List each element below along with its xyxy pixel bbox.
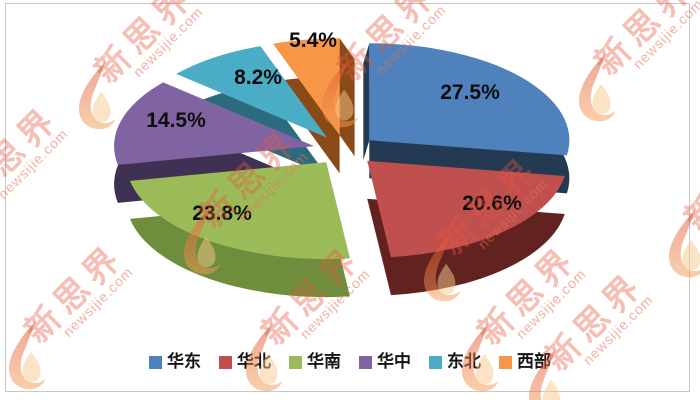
pie-slice-1 [367,160,565,258]
data-label: 27.5% [440,81,500,104]
legend: 华东 华北 华南 华中 东北 西部 [0,352,700,372]
legend-item-2: 华南 [289,352,341,372]
legend-label: 东北 [447,352,481,371]
data-label: 14.5% [146,109,206,132]
legend-label: 华东 [167,352,201,371]
legend-swatch [359,355,372,369]
pie-slice-2 [130,162,350,260]
legend-item-5: 西部 [499,352,551,372]
legend-label: 西部 [517,352,551,371]
data-label: 23.8% [192,202,252,225]
pie-slice-4 [176,46,327,138]
legend-label: 华南 [307,352,341,371]
pie-slice-0-cut-face [363,43,370,161]
pie-slice-0 [369,43,570,156]
pie-slice-3 [114,82,315,165]
legend-swatch [219,355,232,369]
pie-slice-5-cut-face [339,38,355,157]
data-label: 8.2% [234,66,282,89]
legend-item-4: 东北 [429,352,481,372]
legend-item-3: 华中 [359,352,411,372]
legend-item-1: 华北 [219,352,271,372]
legend-swatch [429,355,442,369]
legend-swatch [499,355,512,369]
legend-swatch [289,355,302,369]
data-label: 20.6% [462,192,522,215]
legend-swatch [149,355,162,369]
legend-item-0: 华东 [149,352,201,372]
legend-label: 华北 [237,352,271,371]
legend-label: 华中 [377,352,411,371]
data-label: 5.4% [289,29,337,52]
